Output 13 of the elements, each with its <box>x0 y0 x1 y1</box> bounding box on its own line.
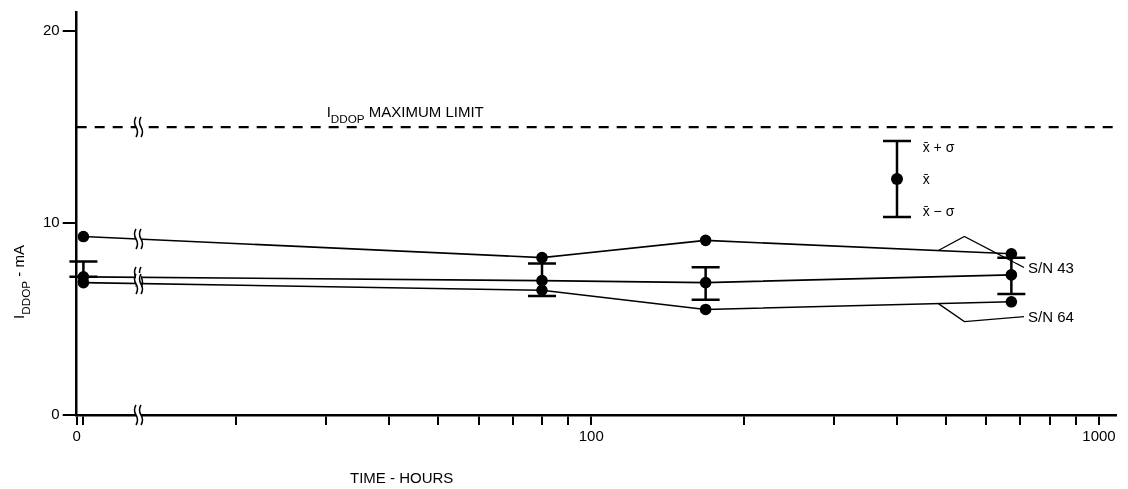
y-axis-title: IDDOP - mA <box>10 245 32 319</box>
x-tick-label: 100 <box>578 427 604 445</box>
y-tick-label: 10 <box>43 213 60 231</box>
y-tick-label: 20 <box>43 21 60 39</box>
series-label: S/N 64 <box>1028 307 1074 325</box>
series-label: S/N 43 <box>1028 258 1074 276</box>
x-tick-label: 1000 <box>1082 427 1116 445</box>
annotation: x̄ <box>922 171 931 188</box>
y-tick-label: 0 <box>51 405 60 423</box>
x-tick-label: 0 <box>72 427 81 445</box>
x-axis-title: TIME - HOURS <box>350 469 454 486</box>
annotation: x̄ + σ <box>922 139 955 156</box>
annotation: x̄ − σ <box>922 203 955 220</box>
